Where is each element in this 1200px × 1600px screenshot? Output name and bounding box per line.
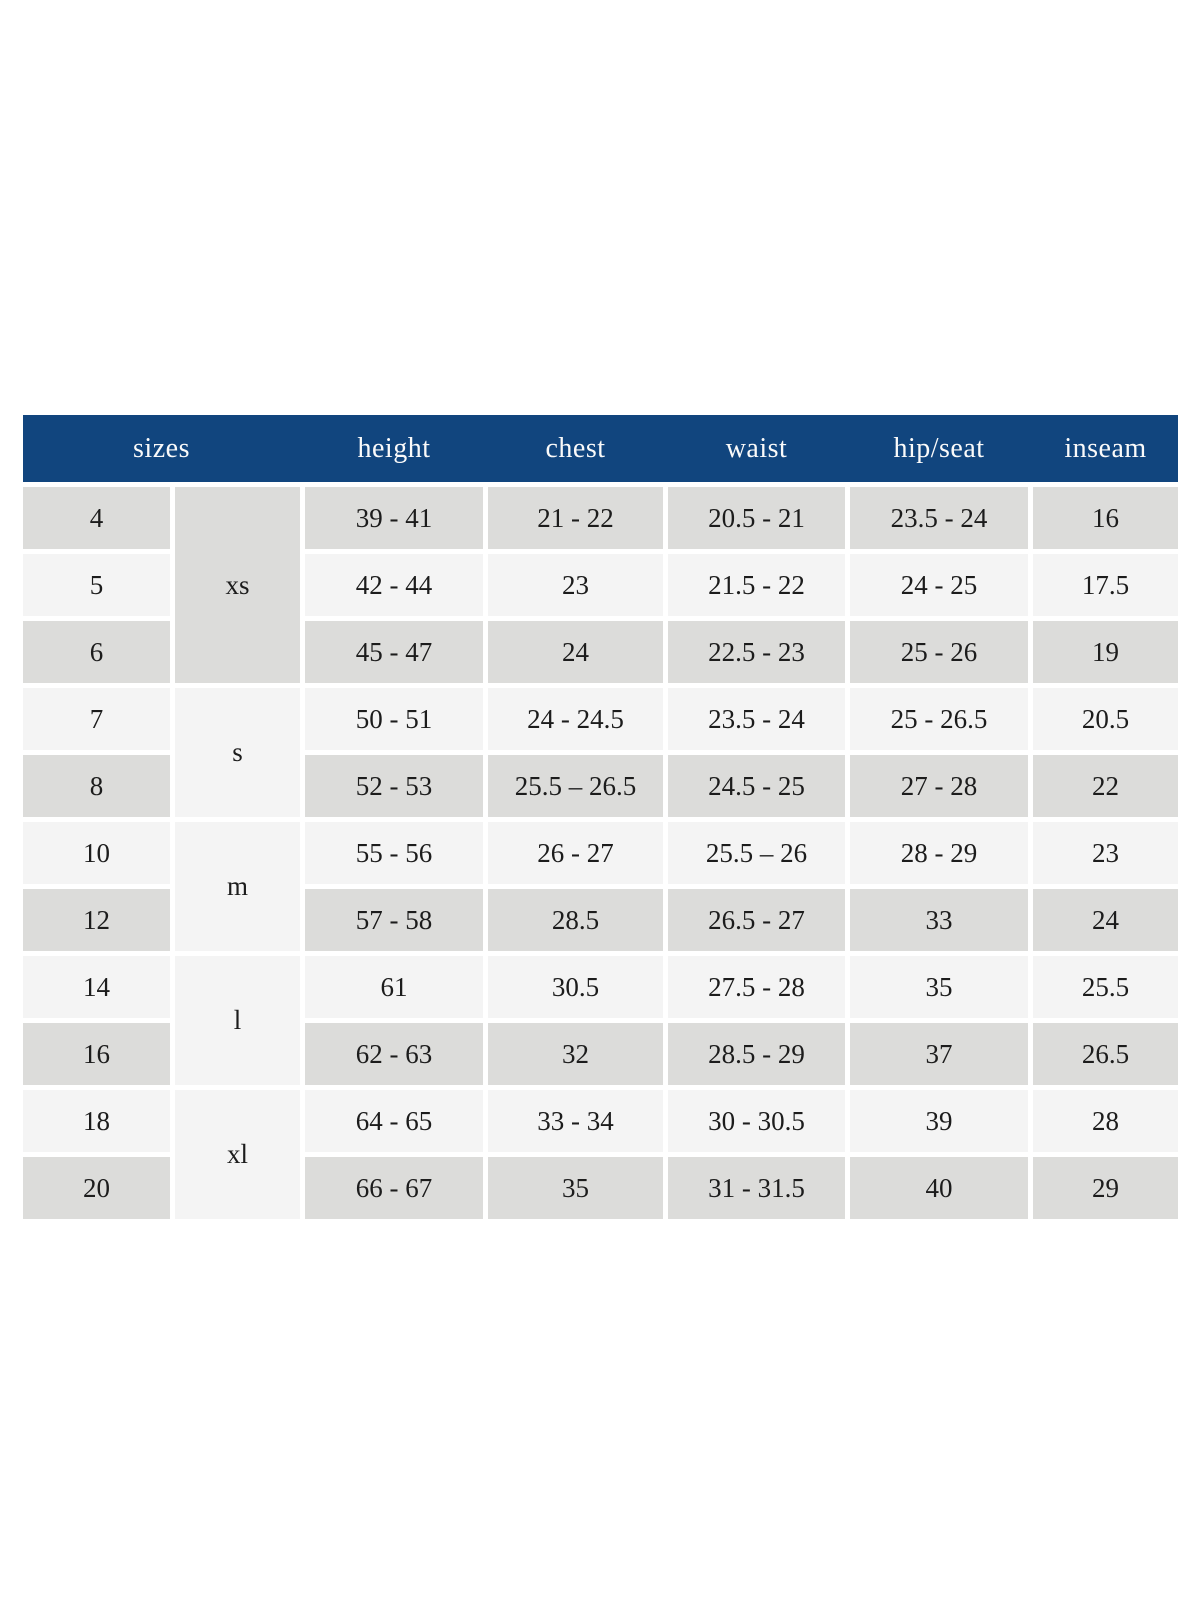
hip-seat-cell: 25 - 26 — [850, 621, 1028, 683]
height-cell: 39 - 41 — [305, 487, 483, 549]
hip-seat-cell: 24 - 25 — [850, 554, 1028, 616]
column-header-height: height — [357, 432, 431, 464]
height-cell: 55 - 56 — [305, 822, 483, 884]
column-header-waist: waist — [725, 432, 788, 464]
size-group-cell-s: s — [175, 688, 300, 817]
size-cell: 7 — [23, 688, 170, 750]
size-group-cell-m: m — [175, 822, 300, 951]
size-cell: 14 — [23, 956, 170, 1018]
waist-cell: 20.5 - 21 — [668, 487, 845, 549]
size-group-cell-xl: xl — [175, 1090, 300, 1219]
height-cell: 64 - 65 — [305, 1090, 483, 1152]
inseam-cell: 28 — [1033, 1090, 1178, 1152]
table-row-size-16: 16 62 - 63 32 28.5 - 29 37 26.5 — [23, 1023, 1178, 1085]
hip-seat-cell: 35 — [850, 956, 1028, 1018]
column-header-chest: chest — [545, 432, 606, 464]
header-row: sizes height chest waist hip/seat inseam — [23, 415, 1178, 482]
table-row-size-6: 6 45 - 47 24 22.5 - 23 25 - 26 19 — [23, 621, 1178, 683]
height-cell: 57 - 58 — [305, 889, 483, 951]
table-row-size-8: 8 52 - 53 25.5 – 26.5 24.5 - 25 27 - 28 … — [23, 755, 1178, 817]
hip-seat-cell: 37 — [850, 1023, 1028, 1085]
table-row-size-4: 4 xs 39 - 41 21 - 22 20.5 - 21 23.5 - 24… — [23, 487, 1178, 683]
column-header-hip-seat: hip/seat — [893, 432, 985, 464]
size-chart-table: sizes height chest waist hip/seat inseam… — [18, 410, 1183, 1224]
chest-cell: 23 — [488, 554, 663, 616]
chest-cell: 28.5 — [488, 889, 663, 951]
height-cell: 45 - 47 — [305, 621, 483, 683]
inseam-cell: 25.5 — [1033, 956, 1178, 1018]
size-group-cell-l: l — [175, 956, 300, 1085]
chest-cell: 35 — [488, 1157, 663, 1219]
hip-seat-cell: 25 - 26.5 — [850, 688, 1028, 750]
hip-seat-cell: 40 — [850, 1157, 1028, 1219]
waist-cell: 28.5 - 29 — [668, 1023, 845, 1085]
size-cell: 4 — [23, 487, 170, 549]
column-header-sizes: sizes — [133, 432, 190, 464]
height-cell: 52 - 53 — [305, 755, 483, 817]
waist-cell: 27.5 - 28 — [668, 956, 845, 1018]
size-cell: 18 — [23, 1090, 170, 1152]
inseam-cell: 29 — [1033, 1157, 1178, 1219]
waist-cell: 24.5 - 25 — [668, 755, 845, 817]
height-cell: 62 - 63 — [305, 1023, 483, 1085]
height-cell: 66 - 67 — [305, 1157, 483, 1219]
inseam-cell: 22 — [1033, 755, 1178, 817]
chest-cell: 24 - 24.5 — [488, 688, 663, 750]
table-row-size-12: 12 57 - 58 28.5 26.5 - 27 33 24 — [23, 889, 1178, 951]
inseam-cell: 19 — [1033, 621, 1178, 683]
inseam-cell: 16 — [1033, 487, 1178, 549]
hip-seat-cell: 27 - 28 — [850, 755, 1028, 817]
chest-cell: 25.5 – 26.5 — [488, 755, 663, 817]
size-cell: 6 — [23, 621, 170, 683]
chest-cell: 32 — [488, 1023, 663, 1085]
chest-cell: 33 - 34 — [488, 1090, 663, 1152]
hip-seat-cell: 23.5 - 24 — [850, 487, 1028, 549]
waist-cell: 21.5 - 22 — [668, 554, 845, 616]
inseam-cell: 20.5 — [1033, 688, 1178, 750]
size-group-cell-xs: xs — [175, 487, 300, 683]
table-header-background — [23, 415, 1178, 482]
chest-cell: 21 - 22 — [488, 487, 663, 549]
chest-cell: 24 — [488, 621, 663, 683]
waist-cell: 31 - 31.5 — [668, 1157, 845, 1219]
size-cell: 8 — [23, 755, 170, 817]
table-row-size-5: 5 42 - 44 23 21.5 - 22 24 - 25 17.5 — [23, 554, 1178, 616]
table-row-size-10: 10 m 55 - 56 26 - 27 25.5 – 26 28 - 29 2… — [23, 822, 1178, 951]
inseam-cell: 24 — [1033, 889, 1178, 951]
size-cell: 16 — [23, 1023, 170, 1085]
waist-cell: 22.5 - 23 — [668, 621, 845, 683]
hip-seat-cell: 33 — [850, 889, 1028, 951]
chest-cell: 30.5 — [488, 956, 663, 1018]
height-cell: 50 - 51 — [305, 688, 483, 750]
waist-cell: 26.5 - 27 — [668, 889, 845, 951]
inseam-cell: 17.5 — [1033, 554, 1178, 616]
height-cell: 42 - 44 — [305, 554, 483, 616]
height-cell: 61 — [305, 956, 483, 1018]
waist-cell: 23.5 - 24 — [668, 688, 845, 750]
table-row-size-20: 20 66 - 67 35 31 - 31.5 40 29 — [23, 1157, 1178, 1219]
table-row-size-7: 7 s 50 - 51 24 - 24.5 23.5 - 24 25 - 26.… — [23, 688, 1178, 817]
size-cell: 10 — [23, 822, 170, 884]
hip-seat-cell: 39 — [850, 1090, 1028, 1152]
inseam-cell: 23 — [1033, 822, 1178, 884]
table-row-size-18: 18 xl 64 - 65 33 - 34 30 - 30.5 39 28 — [23, 1090, 1178, 1219]
size-cell: 12 — [23, 889, 170, 951]
waist-cell: 25.5 – 26 — [668, 822, 845, 884]
waist-cell: 30 - 30.5 — [668, 1090, 845, 1152]
size-cell: 20 — [23, 1157, 170, 1219]
inseam-cell: 26.5 — [1033, 1023, 1178, 1085]
table-row-size-14: 14 l 61 30.5 27.5 - 28 35 25.5 — [23, 956, 1178, 1085]
hip-seat-cell: 28 - 29 — [850, 822, 1028, 884]
size-cell: 5 — [23, 554, 170, 616]
chest-cell: 26 - 27 — [488, 822, 663, 884]
column-header-inseam: inseam — [1064, 432, 1147, 464]
